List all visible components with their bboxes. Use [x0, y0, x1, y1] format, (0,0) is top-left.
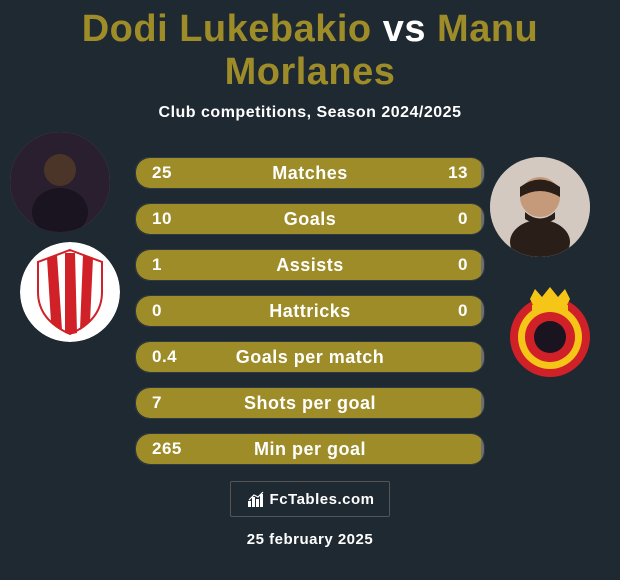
stat-bar: 00Hattricks [135, 295, 485, 327]
stat-label: Assists [136, 255, 484, 276]
stat-bar: 265Min per goal [135, 433, 485, 465]
stat-bar: 2513Matches [135, 157, 485, 189]
stat-label: Goals per match [136, 347, 484, 368]
stat-bar: 100Goals [135, 203, 485, 235]
stat-label: Hattricks [136, 301, 484, 322]
stat-bar: 7Shots per goal [135, 387, 485, 419]
player2-club-badge [500, 281, 600, 381]
date-text: 25 february 2025 [0, 531, 620, 548]
vs-text: vs [383, 8, 426, 50]
player1-name: Dodi Lukebakio [82, 8, 372, 50]
stat-bar: 10Assists [135, 249, 485, 281]
player1-club-badge [20, 242, 120, 342]
player1-avatar [10, 132, 110, 232]
stat-label: Matches [136, 163, 484, 184]
stat-bars: 2513Matches 100Goals 10Assists 00Hattricks 0… [135, 157, 485, 465]
stat-label: Shots per goal [136, 393, 484, 414]
footer-brand-text: FcTables.com [270, 491, 375, 508]
subtitle: Club competitions, Season 2024/2025 [0, 104, 620, 122]
stats-container: 2513Matches 100Goals 10Assists 00Hattricks 0… [0, 157, 620, 465]
stat-label: Min per goal [136, 439, 484, 460]
stat-label: Goals [136, 209, 484, 230]
stat-bar: 0.4Goals per match [135, 341, 485, 373]
comparison-title: Dodi Lukebakio vs Manu Morlanes [0, 0, 620, 94]
player2-avatar [490, 157, 590, 257]
footer-brand-logo: FcTables.com [230, 481, 390, 517]
